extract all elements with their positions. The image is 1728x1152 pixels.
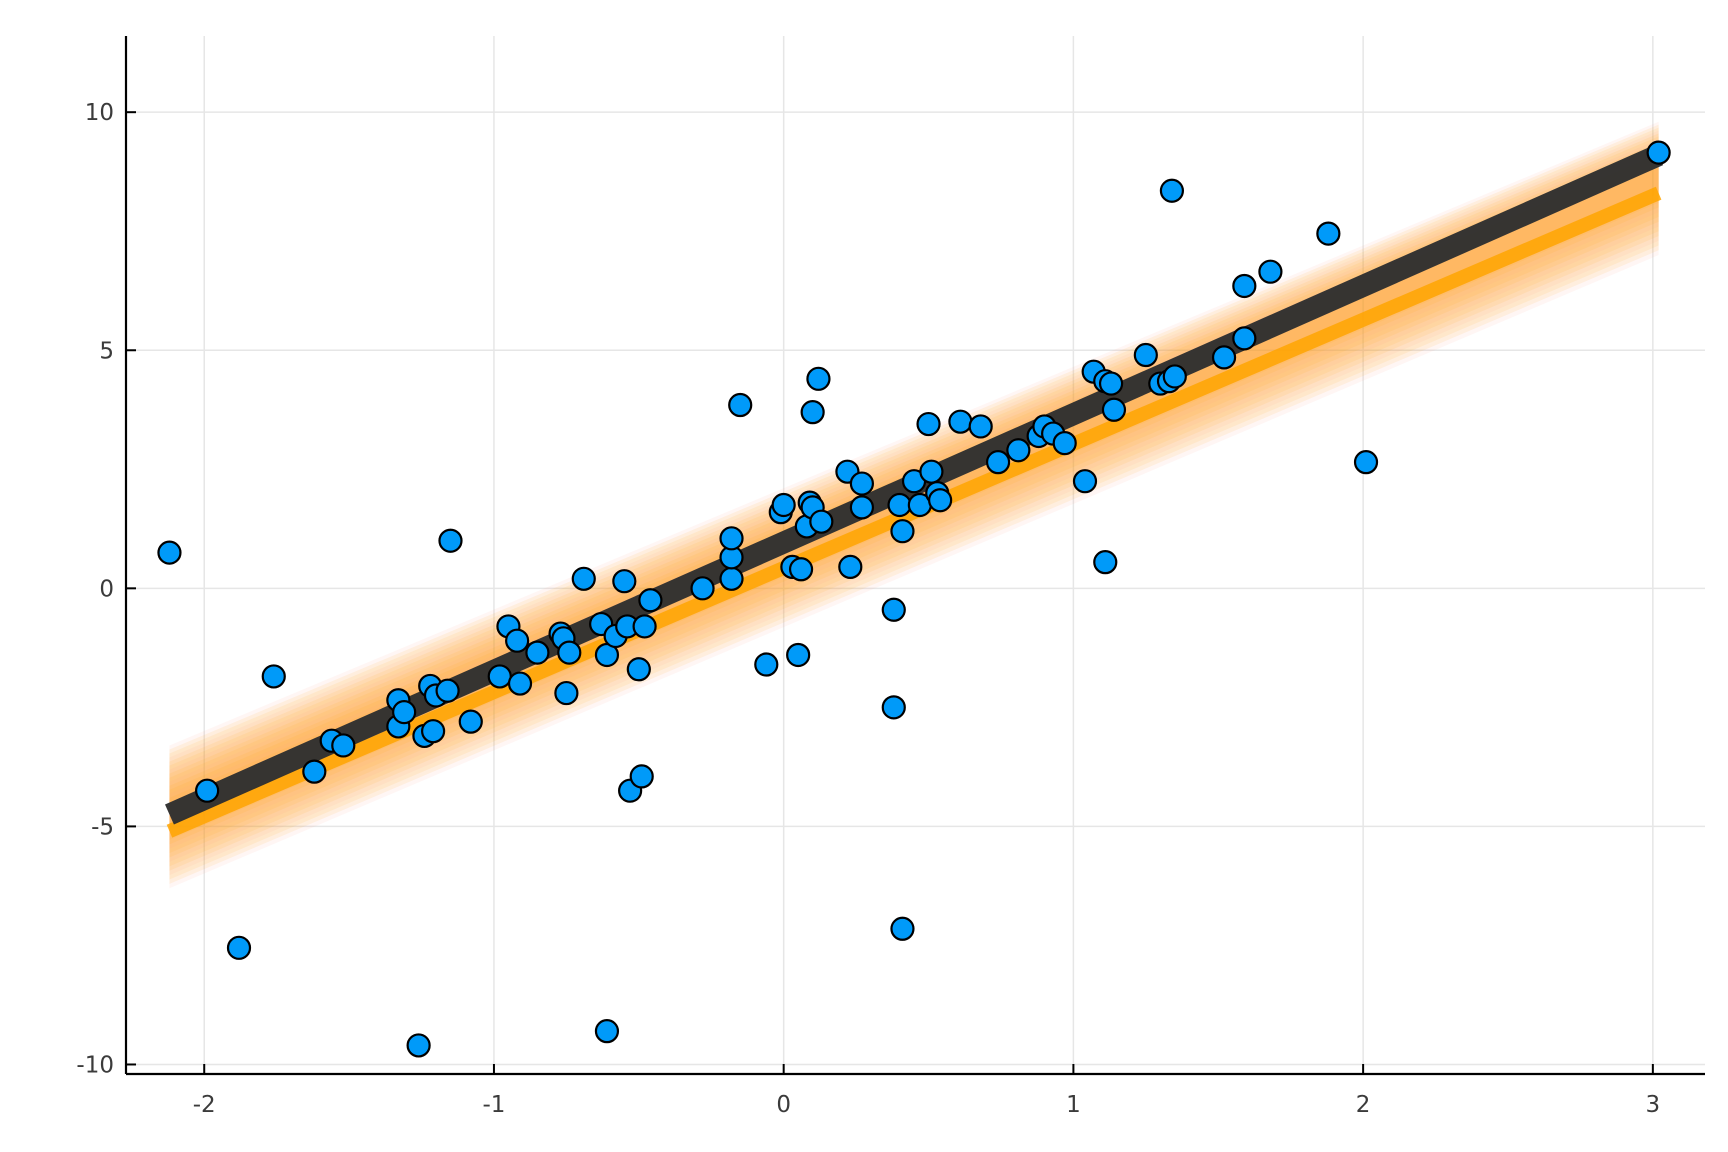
data-point-40	[719, 566, 744, 591]
data-point-49	[788, 557, 814, 582]
data-point-90	[1211, 345, 1237, 370]
data-point-20	[505, 628, 530, 653]
data-point-59	[849, 495, 875, 520]
data-point-68	[919, 459, 944, 484]
data-point-2	[226, 935, 252, 960]
data-point-16	[438, 528, 463, 553]
data-point-92	[1232, 326, 1257, 351]
y-tick-label-4: 10	[85, 100, 114, 126]
data-point-78	[1052, 431, 1077, 456]
data-point-36	[629, 764, 654, 789]
data-point-70	[928, 488, 953, 513]
data-point-1	[195, 778, 220, 803]
data-point-4	[302, 759, 327, 784]
data-point-91	[1232, 273, 1257, 299]
data-point-85	[1133, 342, 1158, 368]
data-point-30	[594, 1019, 620, 1044]
data-point-39	[690, 576, 715, 601]
data-point-32	[612, 569, 637, 594]
data-point-43	[728, 392, 753, 418]
data-point-83	[1098, 371, 1124, 396]
data-point-60	[881, 597, 906, 622]
data-point-22	[525, 640, 550, 665]
axes	[124, 36, 1705, 1076]
data-point-89	[1162, 364, 1187, 389]
data-point-21	[507, 671, 533, 696]
data-point-58	[849, 471, 875, 496]
data-point-57	[838, 554, 863, 580]
data-point-0	[157, 540, 182, 565]
x-tick-label-3: 1	[1066, 1092, 1081, 1118]
data-point-94	[1316, 221, 1341, 246]
x-tick-label-1: -1	[482, 1092, 505, 1118]
data-point-95	[1353, 450, 1379, 475]
data-point-37	[632, 614, 657, 639]
x-tick-label-5: 3	[1646, 1092, 1661, 1118]
data-point-26	[557, 640, 582, 665]
data-point-9	[392, 700, 417, 725]
data-point-73	[985, 450, 1011, 475]
data-point-88	[1159, 178, 1185, 203]
grid-lines	[126, 36, 1705, 1074]
x-tick-label-0: -2	[193, 1092, 216, 1118]
y-tick-label-1: -5	[91, 814, 114, 840]
data-point-55	[809, 509, 834, 534]
data-point-67	[916, 411, 941, 437]
x-tick-label-4: 2	[1356, 1092, 1371, 1118]
data-point-48	[786, 642, 811, 668]
data-point-44	[754, 652, 779, 677]
data-point-81	[1093, 550, 1118, 575]
data-point-79	[1072, 469, 1098, 494]
data-point-62	[887, 492, 912, 518]
data-point-18	[487, 664, 512, 689]
data-point-52	[800, 400, 825, 425]
data-point-61	[881, 695, 906, 720]
data-point-64	[890, 916, 915, 941]
y-axis-ticks: -10 -5 0 5 10	[76, 100, 136, 1078]
data-point-10	[406, 1033, 431, 1058]
data-point-93	[1258, 259, 1283, 284]
data-point-71	[948, 409, 973, 434]
data-point-13	[421, 719, 446, 744]
y-tick-label-2: 0	[99, 576, 114, 602]
data-point-72	[968, 414, 993, 439]
data-point-38	[638, 588, 663, 613]
x-tick-label-2: 0	[776, 1092, 791, 1118]
data-point-96	[1646, 140, 1671, 165]
data-point-15	[435, 678, 460, 703]
data-point-42	[719, 526, 744, 551]
x-axis-ticks: -2 -1 0 1 2 3	[193, 1064, 1660, 1118]
data-point-25	[554, 680, 579, 706]
data-point-54	[806, 366, 831, 391]
data-points	[157, 140, 1671, 1058]
data-point-17	[458, 709, 483, 734]
data-point-46	[771, 492, 796, 518]
data-point-27	[571, 566, 596, 591]
data-point-3	[261, 664, 286, 689]
data-point-35	[626, 657, 651, 682]
data-point-6	[331, 733, 356, 758]
y-tick-label-3: 5	[99, 338, 114, 364]
data-point-74	[1006, 438, 1031, 463]
y-tick-label-0: -10	[76, 1052, 114, 1078]
data-point-84	[1101, 397, 1127, 422]
data-point-63	[890, 519, 915, 544]
